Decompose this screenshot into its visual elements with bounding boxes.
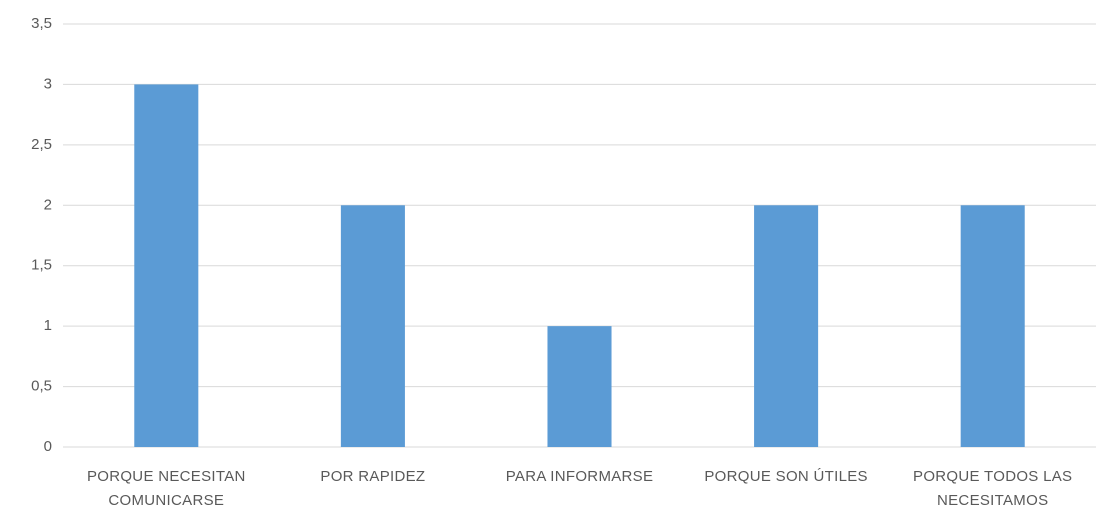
x-tick-label: PORQUE TODOS LAS NECESITAMOS [913,468,1073,509]
y-tick-label: 2,5 [31,136,52,153]
x-tick-label: PORQUE SON ÚTILES [704,468,868,485]
bar [960,205,1025,447]
y-tick-label: 3 [44,75,52,92]
bar [754,205,819,447]
y-tick-label: 0 [44,438,52,455]
y-tick-label: 3,5 [31,15,52,32]
y-tick-label: 1 [44,317,52,334]
x-tick-label: PORQUE NECESITAN COMUNICARSE [86,468,246,509]
x-tick-label: PARA INFORMARSE [505,468,654,485]
y-tick-label: 2 [44,196,52,213]
y-tick-label: 1,5 [31,257,52,274]
bar [547,326,612,447]
y-tick-label: 0,5 [31,378,52,395]
x-tick-label: POR RAPIDEZ [320,468,426,485]
bar [134,84,199,447]
bar [340,205,405,447]
